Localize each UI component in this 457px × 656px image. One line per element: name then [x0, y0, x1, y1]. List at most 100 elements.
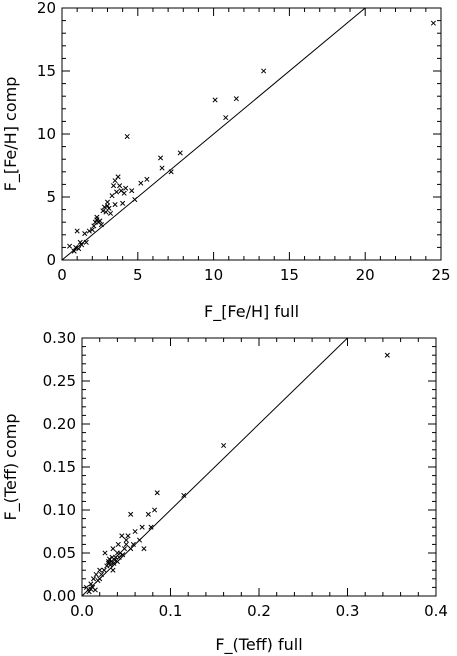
x-tick-label-feh: 20 — [356, 266, 375, 284]
data-point-teff — [384, 352, 390, 358]
data-point-teff — [98, 571, 105, 578]
data-point-feh — [168, 169, 174, 175]
points-feh — [67, 20, 436, 254]
data-point-teff — [123, 541, 129, 547]
data-point-teff — [152, 507, 158, 513]
x-tick-label-feh: 10 — [204, 266, 223, 284]
data-point-teff — [106, 556, 112, 562]
data-point-teff — [121, 546, 128, 552]
data-point-feh — [212, 97, 218, 103]
data-point-feh — [114, 189, 120, 195]
data-point-teff — [154, 490, 160, 496]
data-point-teff — [108, 559, 114, 565]
y-tick-label-feh: 10 — [37, 125, 56, 143]
data-point-teff — [116, 554, 122, 560]
data-point-teff — [130, 541, 136, 547]
data-point-teff — [123, 537, 129, 543]
data-point-feh — [120, 200, 126, 206]
data-point-feh — [144, 176, 150, 182]
x-axis-label-teff: F_(Teff) full — [215, 635, 302, 655]
y-tick-label-teff: 0.05 — [43, 544, 76, 562]
data-point-feh — [107, 210, 114, 216]
y-tick-label-feh: 20 — [37, 0, 56, 17]
data-point-teff — [114, 559, 120, 565]
data-point-teff — [141, 546, 147, 552]
data-point-teff — [128, 546, 134, 552]
data-point-feh — [223, 115, 229, 121]
x-tick-label-teff: 0.3 — [336, 602, 360, 620]
x-tick-label-teff: 0.1 — [159, 602, 183, 620]
data-point-teff — [92, 587, 98, 593]
x-tick-label-teff: 0.0 — [70, 602, 94, 620]
y-tick-label-teff: 0.30 — [43, 329, 76, 347]
data-point-feh — [112, 202, 118, 208]
data-point-feh — [101, 204, 108, 210]
data-point-feh — [71, 248, 77, 254]
x-tick-label-teff: 0.4 — [424, 602, 448, 620]
data-point-teff — [117, 550, 123, 556]
data-point-feh — [132, 196, 138, 203]
data-point-feh — [112, 178, 118, 184]
data-point-teff — [83, 584, 89, 590]
data-point-feh — [104, 203, 111, 209]
x-tick-label-feh: 5 — [133, 266, 143, 284]
data-point-teff — [110, 546, 116, 552]
data-point-feh — [77, 239, 83, 245]
data-point-teff — [148, 524, 154, 530]
data-point-feh — [73, 244, 79, 250]
data-point-teff — [93, 571, 99, 578]
data-point-feh — [261, 68, 267, 74]
data-point-teff — [90, 576, 97, 582]
x-tick-label-feh: 0 — [57, 266, 67, 284]
data-point-feh — [82, 230, 88, 237]
ticks-feh: 0 5 10 15 20 25 0 5 10 15 20 — [37, 0, 451, 284]
points-teff — [83, 352, 390, 595]
data-point-teff — [132, 528, 138, 535]
y-tick-label-feh: 5 — [46, 188, 56, 206]
data-point-feh — [430, 20, 436, 26]
y-tick-label-feh: 0 — [46, 251, 56, 269]
data-point-teff — [104, 563, 110, 569]
data-point-feh — [123, 185, 129, 191]
data-point-feh — [98, 222, 104, 228]
data-point-feh — [124, 133, 130, 140]
data-point-teff — [125, 533, 131, 539]
data-point-feh — [129, 188, 135, 194]
data-point-feh — [106, 205, 112, 211]
data-point-feh — [115, 174, 121, 180]
data-point-feh — [117, 183, 123, 189]
y-tick-label-teff: 0.10 — [43, 501, 76, 519]
data-point-teff — [136, 537, 143, 543]
data-point-feh — [121, 190, 127, 196]
ticks-teff: 0.0 0.1 0.2 0.3 0.4 0.00 0.05 0.10 0.15 0.20 0.25 0… — [43, 329, 448, 620]
data-point-teff — [97, 576, 103, 582]
data-point-teff — [86, 589, 92, 595]
x-tick-label-feh: 25 — [431, 266, 450, 284]
data-point-teff — [120, 552, 126, 558]
data-point-feh — [100, 208, 106, 214]
data-point-feh — [79, 242, 85, 248]
data-point-teff — [145, 511, 151, 517]
x-tick-label-feh: 15 — [280, 266, 299, 284]
data-point-teff — [101, 567, 107, 573]
x-tick-label-teff: 0.2 — [247, 602, 271, 620]
panel-feh: 0 5 10 15 20 25 0 5 10 15 20 F_[Fe/H] full F_[Fe/H… — [1, 0, 451, 322]
data-point-feh — [157, 155, 164, 161]
data-point-feh — [159, 165, 165, 171]
data-point-feh — [94, 214, 100, 220]
data-point-feh — [83, 239, 89, 245]
data-point-feh — [109, 193, 115, 199]
data-point-teff — [139, 524, 145, 530]
data-point-feh — [91, 223, 97, 229]
y-axis-label-feh: F_[Fe/H] comp — [1, 77, 21, 192]
data-point-feh — [104, 199, 111, 205]
data-point-feh — [233, 96, 239, 102]
data-point-teff — [102, 550, 108, 556]
data-point-feh — [86, 228, 92, 234]
reference-line-teff — [82, 338, 348, 596]
plot-frame-feh — [61, 7, 442, 261]
data-point-teff — [110, 567, 116, 573]
panel-teff: 0.0 0.1 0.2 0.3 0.4 0.00 0.05 0.10 0.15 0.20 0.25 0… — [1, 329, 448, 655]
x-axis-label-feh: F_[Fe/H] full — [204, 302, 299, 322]
